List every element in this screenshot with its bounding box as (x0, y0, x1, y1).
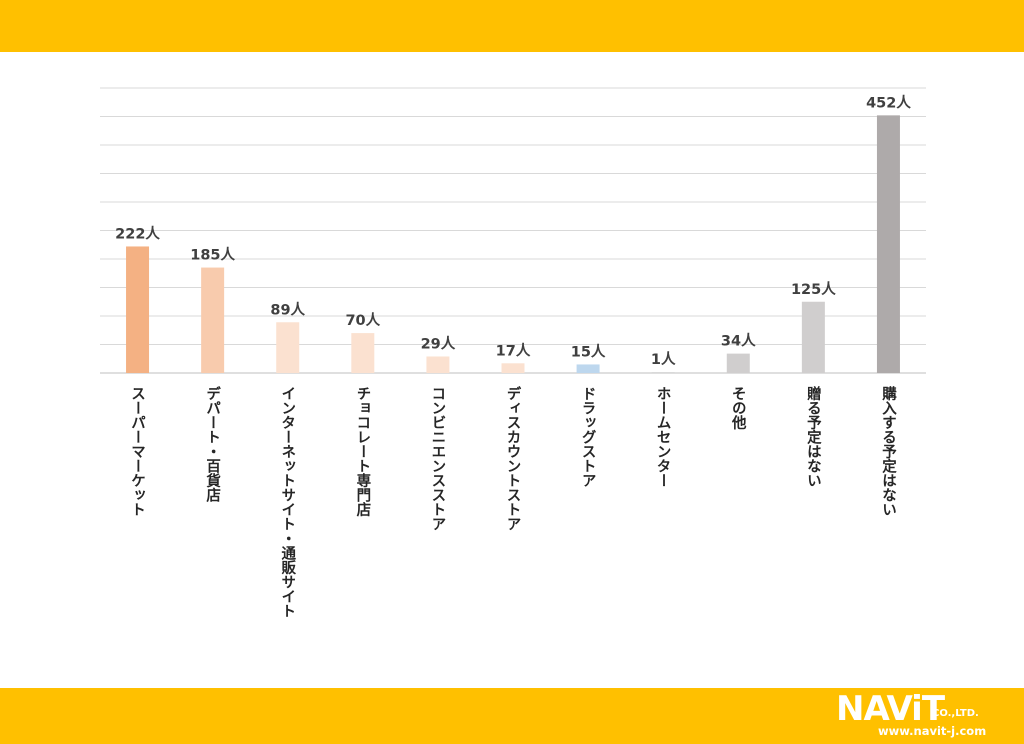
value-label-6: 17人 (496, 342, 531, 359)
bar-1 (126, 246, 150, 373)
company-logo: NAViT CO.,LTD. www.navit-j.com (836, 692, 1012, 740)
bar-11 (876, 115, 900, 374)
category-label-9: その他 (729, 386, 746, 430)
bar-4 (351, 333, 375, 373)
bar-10 (801, 301, 825, 373)
logo-wordmark: NAViT (836, 689, 945, 729)
value-label-5: 29人 (421, 335, 456, 352)
bar-6 (501, 363, 525, 373)
value-label-4: 70人 (345, 312, 380, 329)
bar-9 (726, 353, 750, 373)
bottom-footer-band (0, 688, 1024, 744)
category-label-10: 贈る予定はない (804, 386, 821, 488)
category-label-1: スーパーマーケット (129, 386, 146, 517)
bar-5 (426, 356, 450, 373)
value-label-11: 452人 (866, 94, 911, 111)
bar-3 (276, 322, 300, 373)
value-label-2: 185人 (190, 247, 235, 264)
bars (126, 115, 900, 374)
category-label-6: ディスカウントストア (504, 386, 521, 531)
gridlines (100, 87, 926, 374)
value-label-8: 1人 (651, 351, 676, 368)
value-label-7: 15人 (571, 343, 606, 360)
category-label-2: デパート・百貨店 (204, 386, 221, 502)
value-labels: 222人 185人 89人 70人 29人 17人 15人 1人 34人 125人 452人 (115, 94, 911, 368)
category-label-7: ドラッグストア (579, 386, 596, 488)
category-label-4: チョコレート専門店 (354, 386, 371, 517)
value-label-9: 34人 (721, 333, 756, 350)
category-label-11: 購入する予定はない (879, 386, 896, 517)
value-label-10: 125人 (791, 281, 836, 298)
category-label-5: コンビニエンスストア (429, 386, 446, 531)
bar-7 (576, 364, 600, 373)
bar-2 (201, 267, 225, 373)
top-header-band (0, 0, 1024, 52)
logo-suffix: CO.,LTD. (932, 708, 979, 719)
value-label-1: 222人 (115, 225, 160, 242)
bar-8 (651, 372, 675, 373)
website-url: www.navit-j.com (878, 724, 987, 738)
value-label-3: 89人 (270, 301, 305, 318)
category-label-8: ホームセンター (654, 386, 671, 488)
category-label-3: インターネットサイト・通販サイト (279, 386, 296, 618)
